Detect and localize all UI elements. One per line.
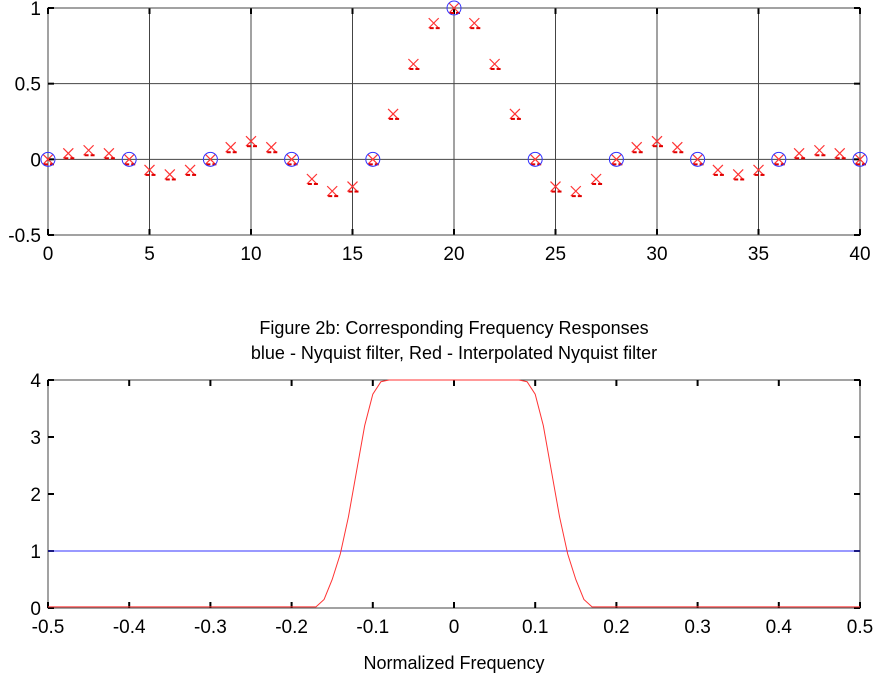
x-marker-point — [245, 135, 257, 148]
circle-marker-point — [446, 0, 462, 16]
x-tick-label: 0.2 — [603, 617, 629, 638]
y-tick-label: 0 — [30, 150, 41, 171]
x-tick-label: 35 — [748, 244, 769, 265]
x-marker-point — [489, 58, 501, 70]
x-tick-label: 15 — [342, 244, 363, 265]
y-tick-label: 1 — [30, 542, 41, 563]
x-marker-point — [367, 153, 379, 166]
x-tick-label: 0.1 — [522, 617, 548, 638]
x-marker-point — [854, 153, 866, 166]
x-marker-point — [570, 185, 582, 198]
x-marker-point — [184, 164, 197, 176]
circle-marker-point — [771, 151, 787, 167]
x-marker-point — [712, 164, 724, 176]
x-marker-point — [83, 144, 95, 157]
circle-marker-point — [202, 151, 218, 167]
y-tick-label: 0.5 — [15, 75, 41, 96]
x-marker-point — [123, 153, 136, 166]
x-tick-label: -0.4 — [113, 617, 146, 638]
x-marker-point — [164, 169, 176, 181]
circle-marker-point — [365, 151, 381, 167]
x-tick-label: 40 — [849, 244, 870, 265]
x-marker-point — [550, 181, 562, 193]
x-marker-point — [468, 17, 481, 30]
circle-marker-point — [40, 151, 56, 167]
circle-marker-point — [852, 151, 868, 167]
x-marker-point — [347, 181, 359, 193]
x-marker-point — [793, 147, 806, 160]
x-marker-point — [306, 173, 318, 186]
x-marker-point — [326, 185, 339, 198]
x-marker-point — [62, 147, 75, 160]
x-marker-point — [103, 147, 115, 160]
x-tick-label: 0.3 — [684, 617, 710, 638]
interpolated-filter-line — [48, 379, 860, 608]
x-axis-label: Normalized Frequency — [363, 653, 544, 673]
x-marker-point — [509, 108, 521, 120]
plot-area — [47, 379, 861, 609]
x-marker-point — [407, 58, 420, 70]
y-tick-label: 3 — [30, 428, 41, 449]
x-tick-label: 0 — [43, 244, 54, 265]
y-tick-label: 2 — [30, 485, 41, 506]
x-marker-point — [773, 153, 785, 166]
x-marker-point — [265, 141, 278, 154]
x-marker-point — [529, 153, 542, 166]
circle-marker-point — [690, 151, 706, 167]
y-tick-label: -0.5 — [8, 226, 41, 247]
x-marker-point — [42, 153, 54, 166]
chart-title: Figure 2b: Corresponding Frequency Respo… — [259, 318, 648, 338]
circle-marker-point — [527, 151, 543, 167]
x-tick-label: -0.1 — [356, 617, 389, 638]
x-marker-point — [671, 141, 684, 154]
x-marker-point — [732, 169, 745, 181]
x-tick-label: 0 — [449, 617, 460, 638]
x-tick-label: -0.2 — [275, 617, 308, 638]
x-tick-label: 25 — [545, 244, 566, 265]
x-tick-label: 10 — [240, 244, 261, 265]
x-tick-label: 20 — [443, 244, 464, 265]
chart-subtitle: blue - Nyquist filter, Red - Interpolate… — [251, 343, 657, 363]
x-tick-label: 5 — [144, 244, 155, 265]
y-tick-label: 1 — [30, 0, 41, 20]
x-marker-point — [590, 173, 603, 186]
x-marker-point — [610, 153, 623, 166]
x-marker-point — [144, 164, 156, 176]
x-marker-point — [428, 17, 440, 30]
x-marker-point — [692, 153, 704, 166]
y-tick-label: 0 — [30, 599, 41, 620]
circle-marker-point — [284, 151, 300, 167]
x-marker-point — [225, 141, 237, 154]
x-marker-point — [651, 135, 663, 148]
frequency-response-plot: -0.5 -0.4 -0.3 -0.2 -0.1 0 0.1 0.2 0.3 0.4 0.5 4 3 2 1… — [30, 371, 873, 638]
x-marker-point — [753, 164, 765, 176]
x-tick-label: 0.4 — [766, 617, 793, 638]
circle-marker-point — [608, 151, 624, 167]
circle-marker-point — [121, 151, 137, 167]
x-tick-label: 30 — [646, 244, 667, 265]
x-marker-point — [204, 153, 217, 166]
x-marker-point — [387, 108, 400, 120]
x-marker-point — [631, 141, 643, 154]
x-marker-point — [834, 147, 846, 160]
x-tick-label: -0.3 — [194, 617, 227, 638]
x-marker-point — [448, 2, 460, 14]
x-tick-label: -0.5 — [32, 617, 65, 638]
x-tick-label: 0.5 — [847, 617, 873, 638]
y-tick-label: 4 — [30, 371, 41, 392]
x-marker-point — [813, 144, 826, 157]
x-marker-point — [286, 153, 298, 166]
